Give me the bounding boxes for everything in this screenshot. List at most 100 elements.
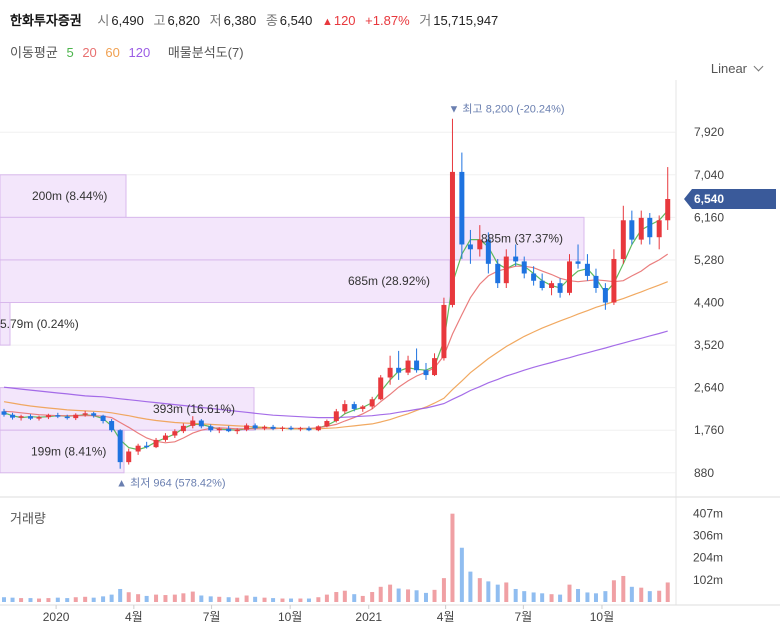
close-value: 6,540 bbox=[279, 13, 313, 28]
candle-body bbox=[593, 275, 599, 288]
volume-bar bbox=[190, 591, 195, 602]
volume-bar bbox=[513, 588, 518, 602]
candle-body bbox=[153, 439, 159, 448]
volume-bar bbox=[549, 594, 554, 602]
candle-body bbox=[190, 420, 196, 426]
ma60-legend[interactable]: 60 bbox=[105, 45, 120, 60]
change-value: 120 bbox=[333, 13, 356, 28]
candle-body bbox=[82, 413, 88, 415]
candle-body bbox=[647, 217, 653, 238]
candle-body bbox=[620, 220, 626, 259]
candle-body bbox=[27, 416, 33, 419]
price-tick-label: 2,640 bbox=[694, 381, 724, 395]
candle-body bbox=[216, 428, 222, 431]
candle-body bbox=[45, 415, 51, 418]
volume-bar bbox=[558, 594, 563, 602]
volume-bar bbox=[118, 588, 123, 602]
candle-body bbox=[279, 427, 285, 429]
volume-bar bbox=[629, 586, 634, 602]
volume-tick-label: 407m bbox=[693, 507, 723, 521]
volume-bar bbox=[396, 588, 401, 602]
volume-bar bbox=[172, 594, 177, 602]
volume-bar bbox=[414, 590, 419, 602]
candle-body bbox=[449, 171, 455, 305]
candle-body bbox=[208, 426, 214, 431]
ma20-line bbox=[3, 253, 669, 444]
candle-body bbox=[315, 426, 321, 431]
candle-body bbox=[55, 415, 61, 417]
candle-body bbox=[521, 261, 527, 274]
volume-bar bbox=[28, 598, 33, 602]
candle-body bbox=[360, 406, 366, 409]
candle-body bbox=[531, 273, 537, 281]
high-value: 6,820 bbox=[167, 13, 201, 28]
candle-body bbox=[638, 217, 644, 240]
volume-profile-label: 199m (8.41%) bbox=[31, 444, 106, 458]
volume-bar bbox=[647, 591, 652, 602]
candle-body bbox=[270, 426, 276, 429]
volume-bar bbox=[576, 588, 581, 602]
candle-body bbox=[477, 239, 483, 250]
volume-bar bbox=[459, 547, 464, 602]
volume-bar bbox=[504, 582, 509, 602]
volume-bar bbox=[253, 596, 258, 602]
candle-body bbox=[144, 445, 150, 448]
low-value: 6,380 bbox=[223, 13, 257, 28]
price-tick-label: 4,400 bbox=[694, 296, 724, 310]
scale-selector[interactable]: Linear bbox=[710, 61, 764, 76]
volume-bar bbox=[531, 592, 536, 602]
indicator-legend: 이동평균 5 20 60 120 매물분석도(7) bbox=[10, 42, 249, 61]
ma20-legend[interactable]: 20 bbox=[82, 45, 97, 60]
candle-body bbox=[342, 404, 348, 412]
volume-bar bbox=[352, 594, 357, 602]
volume-bar bbox=[262, 597, 267, 602]
volume-profile-label: 200m (8.44%) bbox=[32, 189, 107, 203]
volume-bar bbox=[271, 598, 276, 602]
volume-bar bbox=[2, 597, 6, 602]
volume-profile-label[interactable]: 매물분석도(7) bbox=[167, 45, 244, 60]
candle-body bbox=[1, 411, 7, 415]
volume-bar bbox=[603, 591, 608, 602]
volume-bar bbox=[486, 581, 491, 602]
volume-profile-bar bbox=[0, 302, 11, 346]
candle-body bbox=[503, 256, 509, 284]
scale-selector-label: Linear bbox=[710, 61, 747, 76]
volume-bar bbox=[450, 513, 455, 602]
volume-bar bbox=[621, 575, 626, 602]
price-tick-label: 7,920 bbox=[694, 125, 724, 139]
ma120-legend[interactable]: 120 bbox=[128, 45, 151, 60]
volume-bar bbox=[540, 593, 545, 602]
volume-bar bbox=[567, 584, 572, 602]
volume-tick-label: 102m bbox=[693, 573, 723, 587]
x-tick-label: 7월 bbox=[203, 610, 221, 624]
ma60-line bbox=[3, 281, 668, 430]
candle-body bbox=[172, 431, 178, 436]
candle-body bbox=[100, 415, 106, 422]
volume-profile-bar bbox=[0, 174, 127, 218]
moving-average-label[interactable]: 이동평균 bbox=[10, 45, 58, 60]
ma5-legend[interactable]: 5 bbox=[66, 45, 74, 60]
candle-body bbox=[387, 367, 393, 378]
volume-profile-label: 393m (16.61%) bbox=[153, 402, 235, 416]
volume-bar bbox=[360, 595, 365, 602]
volume-bar bbox=[522, 591, 527, 602]
candle-body bbox=[423, 370, 429, 376]
candle-body bbox=[126, 451, 132, 463]
low-marker-label: ▲ 최저 964 (578.42%) bbox=[116, 477, 225, 490]
last-price-label: 6,540 bbox=[694, 192, 724, 206]
volume-profile-label: 685m (28.92%) bbox=[348, 274, 430, 288]
x-tick-label: 10월 bbox=[590, 610, 614, 624]
volume-bar bbox=[324, 594, 329, 602]
volume-bar bbox=[65, 598, 70, 602]
volume-bar bbox=[208, 596, 213, 602]
volume-tick-label: 306m bbox=[693, 529, 723, 543]
x-tick-label: 4월 bbox=[125, 610, 143, 624]
volume-bar bbox=[388, 584, 393, 602]
volume-bar bbox=[334, 592, 339, 602]
candle-body bbox=[288, 427, 294, 430]
price-tick-label: 7,040 bbox=[694, 168, 724, 182]
volume-bar bbox=[73, 597, 78, 602]
volume-bar bbox=[477, 578, 482, 602]
candle-body bbox=[333, 411, 339, 422]
